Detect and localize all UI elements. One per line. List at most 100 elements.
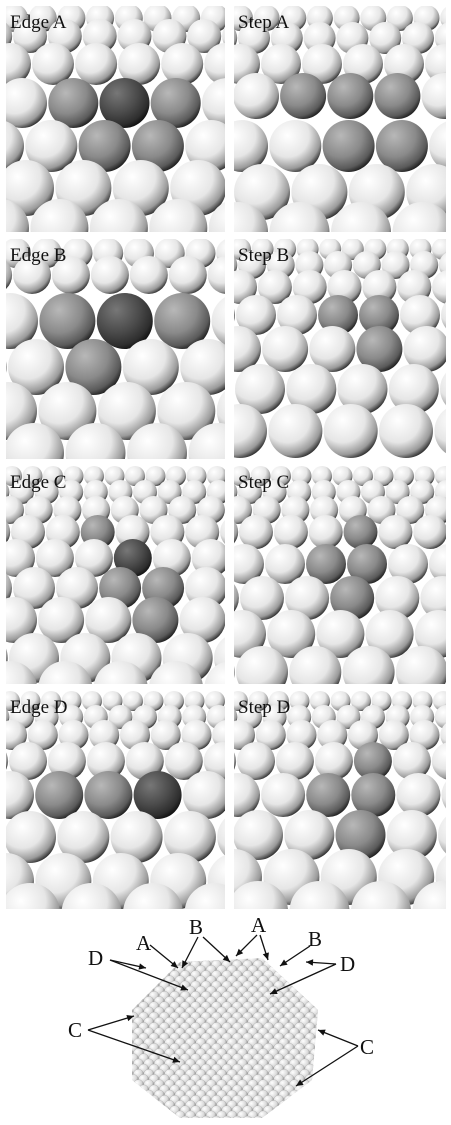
cluster-atom (430, 970, 440, 980)
cluster-atom (357, 991, 367, 1001)
cluster-atom (393, 1090, 403, 1100)
cluster-atom (320, 1069, 330, 1079)
atom-highlight (327, 73, 374, 119)
atom (6, 160, 54, 216)
cluster-atom (419, 1033, 429, 1043)
cluster-atom (419, 981, 429, 991)
cluster-atom (336, 1095, 346, 1105)
atom (379, 404, 433, 458)
cluster-atom (398, 970, 408, 980)
cluster-atom (445, 1059, 451, 1069)
cluster-atom (388, 1106, 398, 1116)
cluster-atom (179, 1115, 191, 1118)
cluster-atom (419, 1064, 429, 1074)
cluster-atom (132, 985, 134, 997)
cluster-atom (320, 1090, 330, 1100)
cluster-atom (372, 996, 382, 1006)
atom (85, 597, 132, 643)
cluster-atom (336, 1116, 346, 1125)
cluster-atom (440, 1022, 450, 1032)
cluster-atom (404, 965, 414, 975)
atom (163, 811, 216, 863)
panel-label: Step B (238, 245, 289, 266)
cluster-atom (315, 1032, 318, 1044)
cluster-atom (409, 1095, 419, 1105)
atom (6, 720, 27, 750)
cluster-atom (341, 996, 351, 1006)
atom (181, 720, 212, 750)
cluster-atom (326, 1095, 336, 1105)
atom (6, 691, 20, 711)
atom (149, 199, 208, 232)
cluster-atom (346, 1012, 356, 1022)
atom (125, 742, 164, 780)
cluster-atom (352, 1069, 362, 1079)
cluster-atom (445, 1007, 451, 1017)
cluster-atom (283, 1105, 295, 1117)
atom-highlight (375, 120, 428, 172)
cluster-atom (409, 1033, 419, 1043)
cluster-atom (430, 1074, 440, 1084)
cluster-atom (315, 970, 318, 981)
cluster-atom (435, 1048, 445, 1058)
panel-edge-a: Edge A (6, 6, 225, 232)
atom (35, 539, 74, 577)
cluster-atom (440, 1043, 450, 1053)
atom (97, 382, 156, 440)
atom (353, 466, 373, 486)
cluster-atom (326, 1054, 336, 1064)
atom-highlight (335, 810, 386, 860)
atom (316, 610, 365, 658)
atom (6, 22, 13, 50)
cluster-atom (304, 980, 316, 992)
cluster-atom (148, 1115, 160, 1118)
cluster-atom (424, 1111, 434, 1121)
cluster-atom (419, 1022, 429, 1032)
cluster-atom (320, 1048, 330, 1058)
atom (123, 883, 183, 909)
cluster-atom (331, 1007, 341, 1017)
panel-step-c: Step C (234, 466, 446, 684)
cluster-atom (362, 955, 372, 965)
cluster-atom (404, 1090, 414, 1100)
cluster-atom (132, 1105, 139, 1117)
cluster-atom (341, 1090, 351, 1100)
cluster-atom (164, 1110, 175, 1118)
cluster-atom (378, 1116, 388, 1125)
cluster-atom (372, 965, 382, 975)
cluster-atom (336, 1002, 346, 1012)
arrowhead (170, 961, 178, 968)
atom (6, 78, 47, 128)
cluster-atom (367, 1116, 377, 1125)
cluster-atom (195, 1110, 207, 1118)
atom (115, 515, 150, 549)
cluster-atom (445, 1069, 451, 1079)
atom (365, 610, 414, 658)
cluster-atom (383, 1090, 393, 1100)
atom (110, 811, 163, 863)
cluster-atom (331, 1038, 341, 1048)
atom-highlight (353, 742, 392, 780)
cluster-atom (435, 1007, 445, 1017)
cluster-atom (133, 1100, 144, 1111)
atom-highlight (306, 773, 351, 817)
cluster-atom (398, 1012, 408, 1022)
cluster-atom (320, 1111, 330, 1121)
cluster-atom (159, 959, 170, 971)
arrowhead (280, 959, 288, 966)
atom-highlight (322, 120, 375, 172)
cluster-atom (357, 960, 367, 970)
atom (441, 781, 446, 809)
cluster-atom (362, 1080, 372, 1090)
cluster-atom (257, 1110, 269, 1118)
atom (431, 239, 446, 260)
atom (6, 121, 24, 171)
cluster-atom (132, 1069, 134, 1080)
cluster-atom (398, 1054, 408, 1064)
atom (182, 771, 225, 819)
cluster-atom (362, 1007, 372, 1017)
cluster-atom (346, 1022, 356, 1032)
cluster-atom (440, 1054, 450, 1064)
cluster-atom (153, 1100, 165, 1111)
